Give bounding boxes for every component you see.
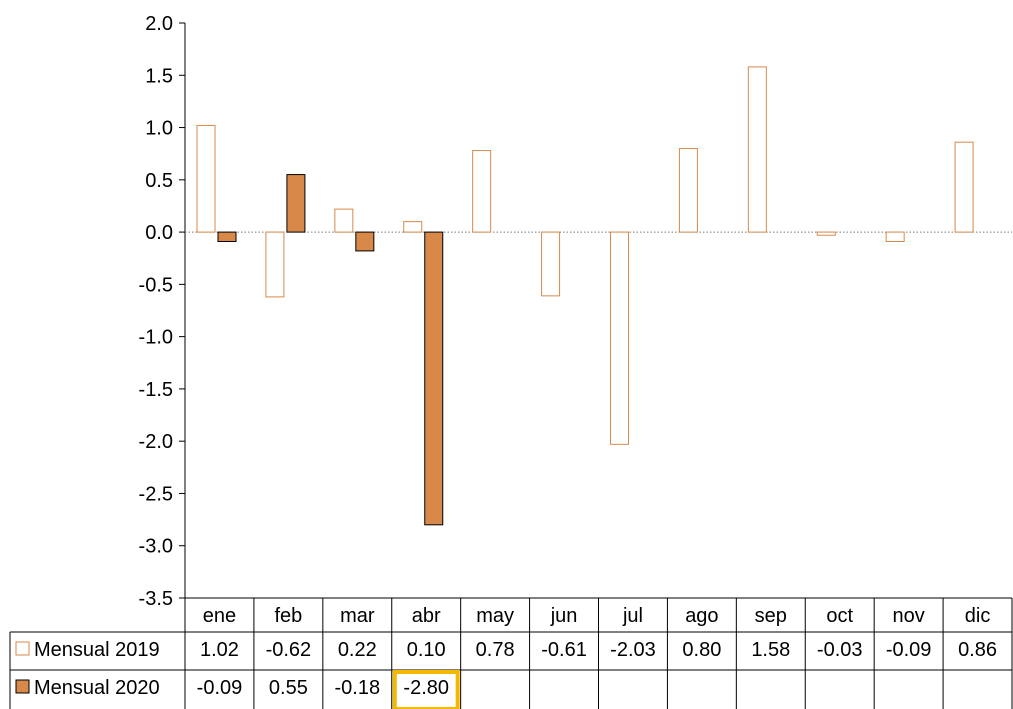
bar-mensual-2019-may xyxy=(472,150,492,233)
bar-mensual-2020-ene xyxy=(217,231,237,243)
bar-mensual-2020-abr xyxy=(424,231,444,526)
category-label: may xyxy=(476,605,514,627)
bar-mensual-2019-oct xyxy=(816,231,836,236)
bar-mensual-2019-mar xyxy=(334,208,354,233)
data-label: 0.86 xyxy=(958,639,997,661)
category-label: dic xyxy=(965,605,991,627)
data-label: -0.62 xyxy=(266,639,312,661)
data-label: 1.02 xyxy=(200,639,239,661)
data-label: 0.10 xyxy=(407,639,446,661)
category-label: jun xyxy=(550,605,578,627)
data-label: 0.80 xyxy=(682,639,721,661)
bar-mensual-2019-abr xyxy=(403,221,423,233)
legend-key-mensual-2020 xyxy=(15,679,30,694)
category-label: abr xyxy=(412,605,441,627)
y-tick-label: 1.0 xyxy=(145,118,173,140)
data-label: 0.78 xyxy=(476,639,515,661)
category-label: sep xyxy=(755,605,787,627)
bar-mensual-2019-nov xyxy=(885,231,905,243)
data-label: 0.55 xyxy=(269,677,308,699)
bars xyxy=(185,66,1012,526)
bar-mensual-2019-ago xyxy=(678,147,698,233)
data-label: -2.80 xyxy=(403,677,449,699)
category-label: mar xyxy=(340,605,375,627)
data-label: -0.03 xyxy=(817,639,863,661)
y-tick-label: -1.0 xyxy=(139,327,173,349)
data-label: 1.58 xyxy=(751,639,790,661)
category-label: ago xyxy=(685,605,718,627)
y-tick-label: 2.0 xyxy=(145,13,173,35)
y-tick-label: 0.0 xyxy=(145,222,173,244)
y-tick-label: -2.5 xyxy=(139,483,173,505)
data-label: -0.61 xyxy=(541,639,587,661)
series-name: Mensual 2020 xyxy=(34,677,160,699)
category-label: nov xyxy=(893,605,925,627)
series-name: Mensual 2019 xyxy=(34,639,160,661)
y-tick-label: 1.5 xyxy=(145,65,173,87)
y-tick-label: -0.5 xyxy=(139,274,173,296)
y-tick-label: -1.5 xyxy=(139,379,173,401)
bar-mensual-2020-feb xyxy=(286,174,306,233)
y-tick-label: -3.0 xyxy=(139,536,173,558)
data-label: -0.09 xyxy=(197,677,243,699)
data-label: 0.22 xyxy=(338,639,377,661)
bar-mensual-2019-jul xyxy=(610,231,629,445)
category-label: jul xyxy=(622,605,643,627)
bar-mensual-2019-sep xyxy=(747,66,767,233)
bar-mensual-2019-ene xyxy=(196,124,216,233)
y-tick-label: 0.5 xyxy=(145,170,173,192)
y-tick-label: -2.0 xyxy=(139,431,173,453)
category-label: oct xyxy=(826,605,853,627)
data-label: -0.09 xyxy=(886,639,932,661)
category-label: ene xyxy=(203,605,236,627)
y-tick-label: -3.5 xyxy=(139,588,173,610)
y-axis: 2.0 1.5 1.0 0.5 0.0 -0.5 -1.0 -1.5 -2.0 -2.5 -3.0 -… xyxy=(139,13,186,709)
highlighted-cell xyxy=(392,670,460,709)
legend-key-mensual-2019 xyxy=(15,641,30,656)
category-label: feb xyxy=(274,605,302,627)
data-label: -0.18 xyxy=(334,677,380,699)
bar-mensual-2020-mar xyxy=(355,231,375,252)
data-label: -2.03 xyxy=(610,639,656,661)
bar-mensual-2019-jun xyxy=(541,231,561,297)
bar-mensual-2019-dic xyxy=(954,141,974,233)
data-table: ene feb mar abr may jun jul ago sep oct nov dic Mens… xyxy=(9,597,1013,709)
bar-mensual-2019-feb xyxy=(265,231,285,298)
